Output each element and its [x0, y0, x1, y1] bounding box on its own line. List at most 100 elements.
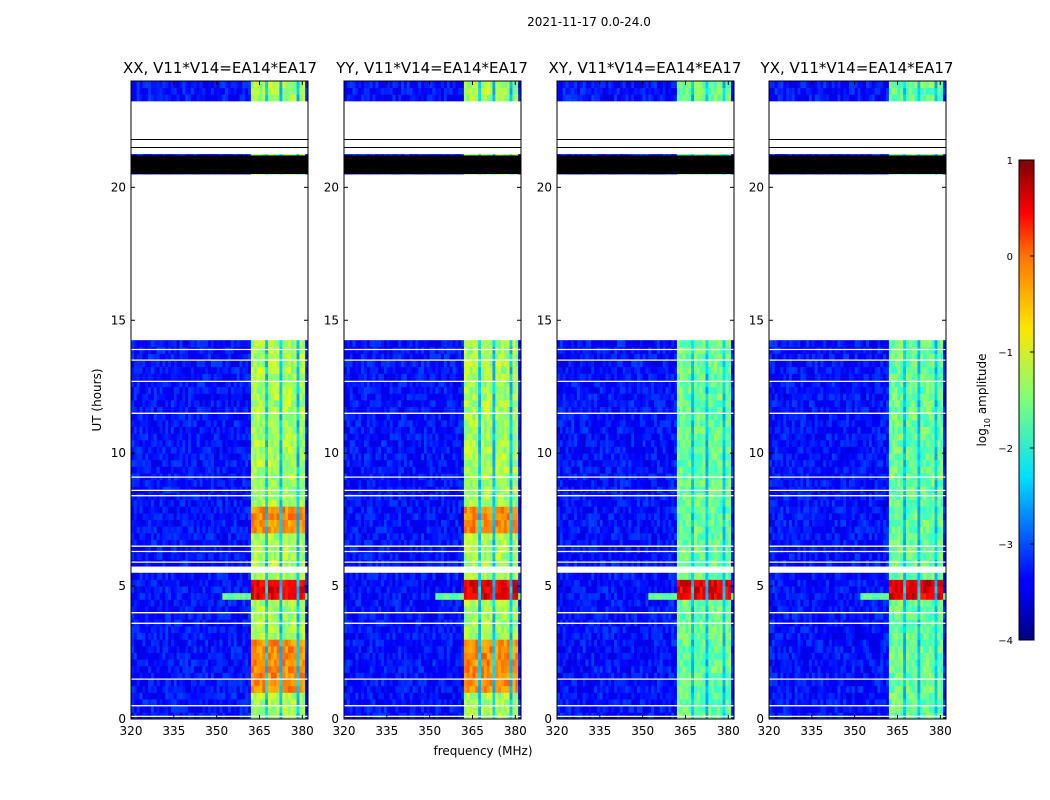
heatmap-cell [188, 526, 192, 534]
heatmap-cell [202, 572, 206, 580]
heatmap-cell [230, 652, 235, 660]
heatmap-cell [199, 94, 203, 102]
heatmap-cell [176, 652, 180, 660]
heatmap-cell [176, 466, 180, 474]
heatmap-cell [409, 632, 413, 640]
heatmap-cell [145, 380, 149, 388]
heatmap-cell [302, 493, 306, 501]
heatmap-cell [216, 546, 220, 554]
heatmap-cell [230, 526, 235, 534]
heatmap-cell [179, 632, 183, 640]
heatmap-cell [245, 81, 249, 89]
heatmap-cell [185, 546, 189, 554]
heatmap-cell [455, 639, 459, 647]
heatmap-cell [438, 606, 442, 614]
heatmap-cell [395, 639, 399, 647]
heatmap-cell [156, 679, 160, 687]
heatmap-cell [142, 94, 146, 102]
heatmap-cell [176, 393, 180, 401]
heatmap-cell [518, 659, 522, 667]
heatmap-cell [452, 685, 456, 693]
heatmap-cell [219, 632, 223, 640]
heatmap-cell [150, 652, 155, 660]
heatmap-cell [299, 539, 303, 547]
heatmap-cell [145, 699, 149, 707]
heatmap-cell [173, 586, 178, 594]
heatmap-cell [256, 606, 260, 614]
heatmap-cell [245, 665, 249, 673]
heatmap-cell [265, 512, 269, 521]
heatmap-cell [302, 659, 306, 667]
heatmap-cell [208, 400, 212, 408]
heatmap-cell [219, 459, 223, 467]
heatmap-cell [366, 679, 371, 687]
heatmap-cell [139, 679, 143, 687]
heatmap-cell [159, 665, 163, 673]
heatmap-cell [256, 652, 260, 660]
heatmap-cell [205, 439, 209, 447]
heatmap-cell [305, 340, 309, 348]
heatmap-cell [389, 639, 393, 647]
heatmap-cell [449, 679, 453, 687]
heatmap-cell [139, 413, 143, 421]
heatmap-cell [176, 413, 180, 421]
heatmap-cell [395, 599, 399, 607]
heatmap-cell [245, 526, 249, 534]
heatmap-cell [302, 539, 306, 547]
heatmap-cell [262, 366, 266, 374]
heatmap-cell [506, 672, 510, 680]
heatmap-cell [288, 592, 292, 600]
heatmap-cell [150, 479, 155, 487]
heatmap-cell [372, 659, 376, 667]
heatmap-cell [196, 586, 200, 594]
heatmap-cell [185, 705, 189, 713]
heatmap-cell [273, 453, 277, 461]
heatmap-cell [162, 692, 166, 700]
heatmap-cell [182, 512, 186, 521]
heatmap-cell [406, 685, 411, 693]
heatmap-cell [153, 586, 158, 594]
heatmap-cell [268, 532, 272, 540]
heatmap-cell [162, 512, 166, 521]
heatmap-cell [190, 393, 195, 401]
heatmap-cell [182, 406, 186, 414]
heatmap-cell [190, 346, 195, 354]
heatmap-cell [299, 606, 303, 614]
heatmap-cell [162, 506, 166, 514]
heatmap-cell [131, 665, 135, 673]
heatmap-cell [145, 413, 149, 421]
heatmap-cell [159, 552, 163, 560]
heatmap-cell [176, 479, 180, 487]
heatmap-cell [250, 87, 255, 95]
heatmap-cell [190, 552, 195, 560]
heatmap-cell [486, 699, 490, 707]
heatmap-cell [225, 685, 229, 693]
heatmap-cell [142, 539, 146, 547]
heatmap-cell [503, 606, 508, 614]
heatmap-cell [518, 645, 522, 653]
heatmap-cell [159, 406, 163, 414]
heatmap-cell [486, 692, 490, 700]
heatmap-cell [159, 692, 163, 700]
heatmap-cell [208, 539, 212, 547]
heatmap-cell [139, 552, 143, 560]
heatmap-cell [305, 652, 309, 660]
heatmap-cell [179, 679, 183, 687]
heatmap-cell [173, 433, 178, 441]
heatmap-cell [176, 380, 180, 388]
heatmap-cell [239, 406, 243, 414]
heatmap-cell [136, 559, 140, 567]
heatmap-cell [421, 599, 425, 607]
heatmap-cell [296, 539, 300, 547]
heatmap-cell [185, 645, 189, 653]
heatmap-cell [259, 546, 263, 554]
heatmap-cell [256, 466, 260, 474]
heatmap-cell [415, 652, 419, 660]
heatmap-cell [162, 433, 166, 441]
heatmap-cell [358, 659, 362, 667]
heatmap-cell [273, 685, 277, 693]
heatmap-cell [222, 94, 226, 102]
heatmap-cell [268, 466, 272, 474]
heatmap-cell [282, 586, 286, 594]
heatmap-cell [165, 446, 169, 454]
